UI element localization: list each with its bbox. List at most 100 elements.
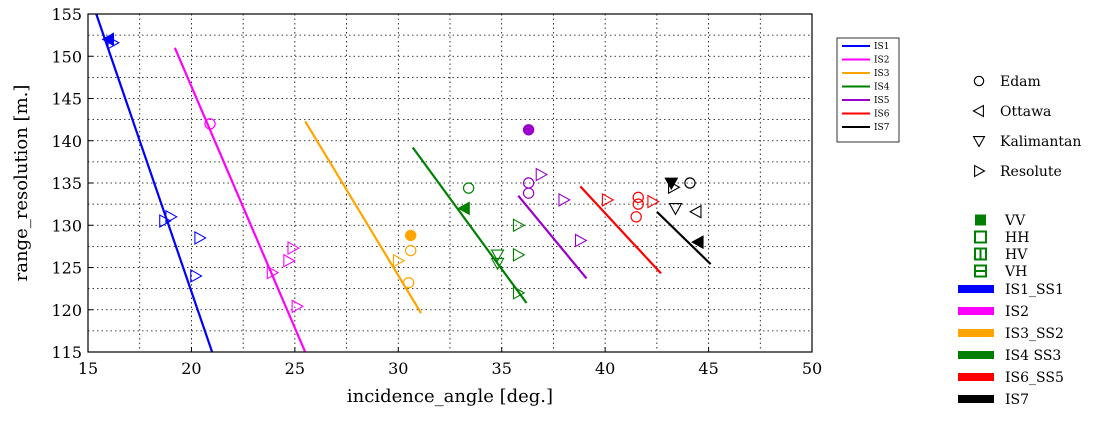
- mode-legend-swatch: [958, 395, 994, 403]
- x-tick-label: 25: [285, 359, 305, 378]
- y-tick-label: 125: [51, 259, 82, 278]
- series-lines: [95, 14, 712, 352]
- site-legend-label: Edam: [1000, 74, 1041, 90]
- site-legend-tri-right-icon: [974, 164, 986, 178]
- inner-legend-label: IS4: [874, 83, 890, 93]
- pol-legend-label: VV: [1004, 213, 1026, 229]
- data-point: [490, 257, 505, 271]
- data-point: [668, 203, 683, 216]
- inner-legend-label: IS6: [874, 110, 890, 120]
- x-tick-label: 40: [595, 359, 615, 378]
- pol-swatch-frame: [974, 230, 987, 244]
- site-legend-circle-icon: [973, 75, 985, 87]
- series-line-is4: [411, 146, 528, 304]
- data-point: [404, 229, 417, 242]
- data-point: [684, 177, 696, 189]
- site-legend-tri-left-icon: [972, 104, 984, 118]
- data-point: [668, 180, 681, 195]
- series-line-is3: [304, 120, 422, 314]
- site-legend-tri-down-icon: [972, 136, 986, 148]
- data-point: [402, 277, 415, 289]
- y-tick-label: 155: [51, 5, 82, 24]
- mode-legend-swatch: [958, 329, 994, 337]
- inner-legend-label: IS3: [874, 69, 890, 79]
- y-tick-labels: 115 120 125 130 135 140 145 150 155: [51, 5, 93, 362]
- data-point: [522, 124, 535, 136]
- x-tick-label: 20: [181, 359, 201, 378]
- data-point: [204, 118, 216, 130]
- pol-legend-label: HV: [1005, 247, 1028, 263]
- x-tick-label: 30: [388, 359, 408, 378]
- x-tick-labels: 15 20 25 30 35 40 45 50: [78, 347, 822, 378]
- data-point: [165, 209, 178, 224]
- pol-legend-label: HH: [1005, 230, 1029, 246]
- y-tick-label: 130: [51, 216, 82, 235]
- data-point: [266, 265, 280, 280]
- x-tick-label: 50: [802, 359, 822, 378]
- mode-legend-swatch: [958, 285, 994, 293]
- inner-legend-label: IS7: [874, 123, 890, 133]
- data-point: [512, 247, 526, 262]
- pol-legend-filled-icon: [975, 214, 986, 226]
- inner-legend-label: IS2: [874, 56, 889, 66]
- data-point: [159, 214, 172, 228]
- data-point: [490, 249, 505, 262]
- inner-legend-box: [836, 37, 900, 143]
- data-point: [194, 230, 207, 245]
- mode-legend-swatch: [958, 307, 994, 315]
- series-line-is6: [579, 185, 662, 275]
- mode-legend-label: IS7: [1005, 392, 1029, 408]
- data-point: [457, 201, 470, 216]
- pol-legend-vbars-icon: [974, 247, 987, 261]
- data-point: [392, 253, 406, 268]
- series-line-is2: [173, 47, 307, 352]
- mode-legend-label: IS3_SS2: [1005, 326, 1064, 342]
- site-legend-label: Ottawa: [1000, 104, 1051, 120]
- pol-legend-open-icon: [974, 230, 987, 244]
- data-point: [287, 241, 300, 255]
- data-point: [107, 35, 120, 50]
- x-tick-label: 35: [492, 359, 512, 378]
- y-tick-label: 135: [51, 174, 82, 193]
- site-legend-label: Resolute: [1000, 164, 1062, 180]
- pol-legend-label: VH: [1004, 264, 1027, 280]
- mode-legend-label: IS4 SS3: [1005, 348, 1061, 364]
- data-point: [574, 233, 588, 248]
- series-line-is1: [95, 14, 214, 352]
- mode-legend: IS1_SS1 IS2 IS3_SS2 IS4 SS3 IS6_SS5 IS7: [958, 282, 1064, 408]
- data-point: [632, 191, 644, 204]
- data-point: [512, 218, 526, 233]
- data-point: [283, 253, 296, 268]
- data-point: [404, 244, 417, 257]
- series-line-is5: [517, 194, 588, 280]
- mode-legend-label: IS6_SS5: [1005, 370, 1064, 386]
- data-point: [601, 192, 615, 207]
- data-point: [535, 167, 549, 182]
- y-tick-label: 140: [51, 132, 82, 151]
- mode-legend-swatch: [958, 351, 994, 359]
- inner-legend-label: IS5: [874, 96, 890, 106]
- inner-legend: IS1 IS2 IS3 IS4 IS5 IS6 IS7: [836, 37, 900, 143]
- x-tick-label: 45: [698, 359, 718, 378]
- data-point: [190, 269, 203, 283]
- data-point: [291, 299, 305, 314]
- series-line-is7: [656, 210, 712, 265]
- x-tick-label: 15: [78, 359, 98, 378]
- data-point: [462, 182, 475, 194]
- y-tick-label: 150: [51, 47, 82, 66]
- mode-legend-label: IS2: [1005, 304, 1029, 320]
- pol-legend-hbars-icon: [974, 264, 987, 278]
- inner-legend-label: IS1: [874, 42, 889, 52]
- data-point: [558, 192, 571, 207]
- data-point: [512, 285, 526, 300]
- y-tick-label: 120: [51, 301, 82, 320]
- x-axis-label: incidence_angle [deg.]: [347, 386, 553, 407]
- site-legend-label: Kalimantan: [1000, 134, 1081, 150]
- data-point: [522, 187, 535, 199]
- y-axis-label: range_resolution [m.]: [11, 85, 32, 282]
- data-point: [689, 204, 702, 219]
- y-tick-label: 145: [51, 90, 82, 109]
- data-point: [630, 211, 642, 223]
